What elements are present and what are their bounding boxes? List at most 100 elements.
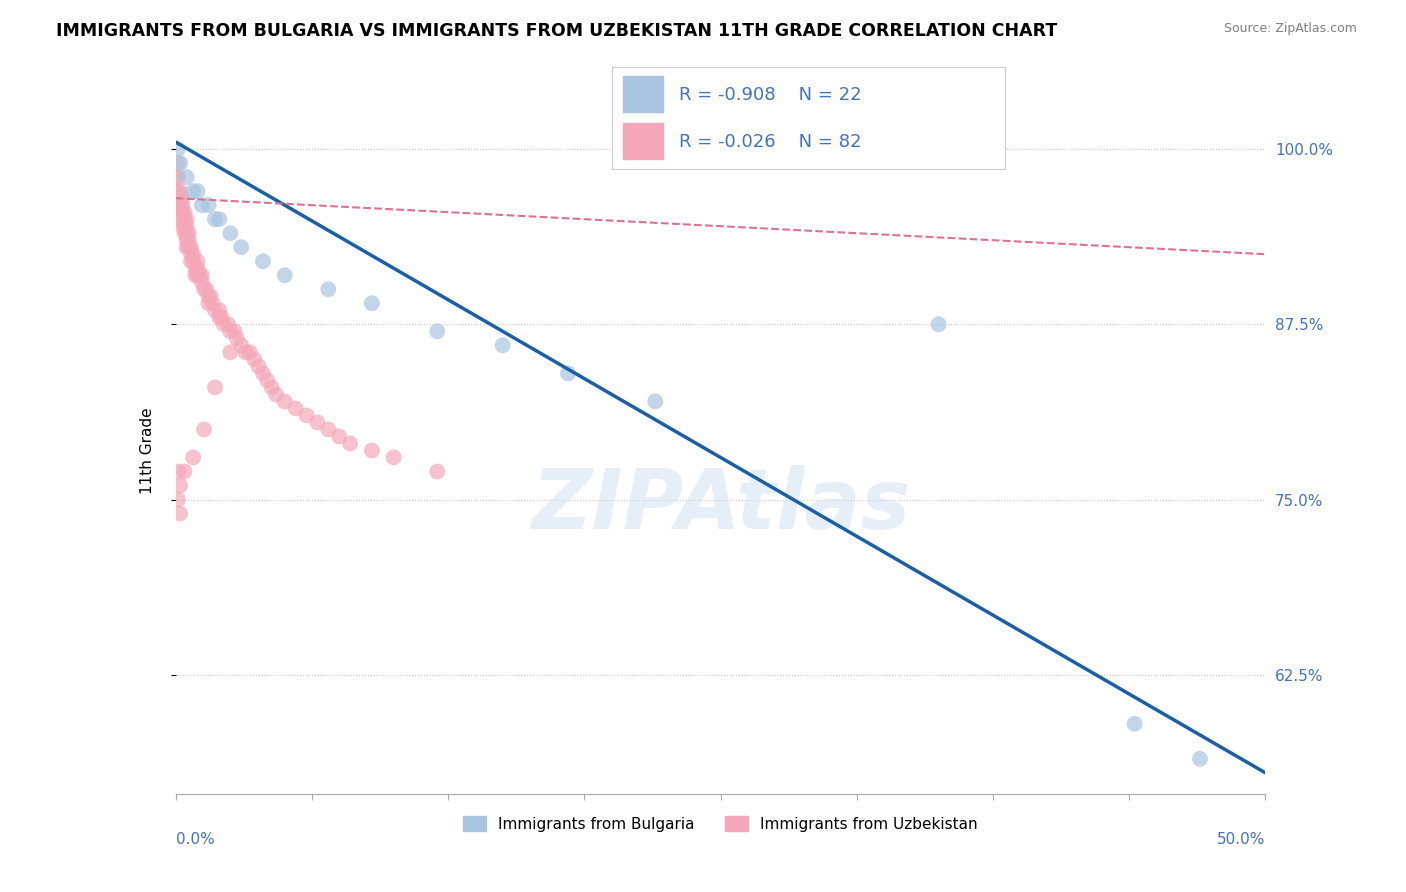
Point <box>177 233 200 247</box>
Point <box>169 156 191 170</box>
Point <box>193 282 215 296</box>
Point <box>195 282 218 296</box>
Point <box>208 212 231 227</box>
Point <box>173 465 195 479</box>
Point <box>176 219 198 234</box>
Point <box>180 254 202 268</box>
Point <box>1189 752 1212 766</box>
Point <box>180 240 202 254</box>
FancyBboxPatch shape <box>623 123 662 159</box>
Point <box>426 465 449 479</box>
Point <box>260 380 283 394</box>
Point <box>169 184 191 198</box>
Point <box>184 268 207 283</box>
Point <box>181 247 204 261</box>
Point <box>197 198 219 212</box>
Point <box>231 240 253 254</box>
Point <box>167 465 190 479</box>
Point <box>318 422 340 436</box>
FancyBboxPatch shape <box>623 76 662 112</box>
Point <box>239 345 262 359</box>
Text: R = -0.908    N = 22: R = -0.908 N = 22 <box>679 86 860 103</box>
Point <box>181 184 204 198</box>
Point <box>201 296 224 310</box>
Point <box>217 318 239 332</box>
Point <box>169 205 191 219</box>
Point <box>177 226 200 240</box>
Point <box>173 226 195 240</box>
Point <box>644 394 666 409</box>
Text: ZIPAtlas: ZIPAtlas <box>531 465 910 546</box>
Point <box>1123 716 1146 731</box>
Text: IMMIGRANTS FROM BULGARIA VS IMMIGRANTS FROM UZBEKISTAN 11TH GRADE CORRELATION CH: IMMIGRANTS FROM BULGARIA VS IMMIGRANTS F… <box>56 22 1057 40</box>
Point <box>172 219 194 234</box>
Point <box>252 254 274 268</box>
Point <box>200 289 222 303</box>
Point <box>186 254 209 268</box>
Point <box>204 212 226 227</box>
Point <box>184 261 207 276</box>
Point <box>177 240 200 254</box>
Point <box>191 275 214 289</box>
Point <box>231 338 253 352</box>
Point <box>307 416 329 430</box>
Point <box>165 170 187 185</box>
Point <box>204 380 226 394</box>
Point <box>264 387 287 401</box>
Point <box>219 324 242 338</box>
Point <box>176 240 198 254</box>
Point <box>208 310 231 325</box>
Point <box>318 282 340 296</box>
Point <box>172 212 194 227</box>
Text: Source: ZipAtlas.com: Source: ZipAtlas.com <box>1223 22 1357 36</box>
Point <box>167 492 190 507</box>
Point <box>426 324 449 338</box>
Point <box>360 443 382 458</box>
Point <box>382 450 405 465</box>
Point <box>167 142 190 156</box>
Point <box>284 401 307 416</box>
Point <box>172 198 194 212</box>
Text: 50.0%: 50.0% <box>1218 831 1265 847</box>
Point <box>928 318 950 332</box>
Text: 0.0%: 0.0% <box>176 831 215 847</box>
Point <box>328 429 350 443</box>
Point <box>224 324 246 338</box>
Point <box>172 191 194 205</box>
Point <box>167 156 190 170</box>
Point <box>360 296 382 310</box>
Point <box>197 296 219 310</box>
Point <box>186 184 209 198</box>
Point <box>169 507 191 521</box>
Point <box>295 409 318 423</box>
Point <box>188 268 211 283</box>
Point <box>212 318 235 332</box>
Point <box>186 261 209 276</box>
Point <box>219 345 242 359</box>
Point <box>169 198 191 212</box>
Point <box>197 289 219 303</box>
Point <box>274 394 297 409</box>
Point <box>557 367 579 381</box>
Point <box>186 268 209 283</box>
Point <box>225 331 247 345</box>
Point <box>167 170 190 185</box>
Point <box>176 226 198 240</box>
Point <box>219 226 242 240</box>
Point <box>274 268 297 283</box>
Text: R = -0.026    N = 82: R = -0.026 N = 82 <box>679 133 860 151</box>
Point <box>172 205 194 219</box>
Y-axis label: 11th Grade: 11th Grade <box>141 407 155 494</box>
Point <box>169 478 191 492</box>
Point <box>204 303 226 318</box>
Legend: Immigrants from Bulgaria, Immigrants from Uzbekistan: Immigrants from Bulgaria, Immigrants fro… <box>457 810 984 838</box>
Point <box>180 247 202 261</box>
Point <box>252 367 274 381</box>
Point <box>193 422 215 436</box>
Point <box>181 254 204 268</box>
Point <box>173 205 195 219</box>
Point <box>247 359 270 374</box>
Point <box>181 450 204 465</box>
Point <box>191 198 214 212</box>
Point <box>165 184 187 198</box>
